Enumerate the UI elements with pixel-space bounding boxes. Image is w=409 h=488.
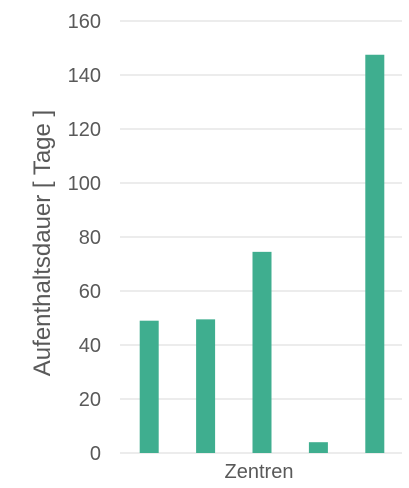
y-tick-label: 20 (79, 389, 101, 411)
bar (139, 320, 159, 453)
y-axis-title: Aufenthaltsdauer [ Tage ] (29, 110, 56, 376)
bar (365, 54, 385, 453)
y-tick-label: 120 (68, 119, 101, 141)
y-tick-label: 140 (68, 65, 101, 87)
y-tick-label: 40 (79, 335, 101, 357)
bars (139, 54, 385, 453)
bar (308, 442, 328, 453)
y-tick-label: 100 (68, 173, 101, 195)
y-tick-labels: 0 20 40 60 80 100 120 140 160 (68, 11, 101, 465)
x-axis-title: Zentren (225, 461, 294, 483)
y-tick-label: 60 (79, 281, 101, 303)
y-tick-label: 160 (68, 11, 101, 33)
bar (252, 251, 272, 453)
gridlines (120, 20, 402, 454)
y-tick-label: 0 (90, 443, 101, 465)
bar (196, 319, 216, 453)
y-tick-label: 80 (79, 227, 101, 249)
